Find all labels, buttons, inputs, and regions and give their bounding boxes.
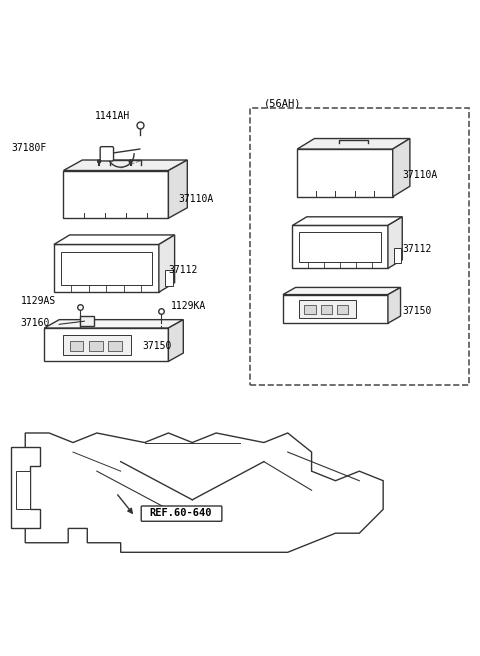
Bar bbox=[80, 316, 95, 325]
Text: 37110A: 37110A bbox=[178, 194, 213, 203]
Text: 1141AH: 1141AH bbox=[95, 112, 130, 121]
Text: 37110A: 37110A bbox=[402, 170, 437, 180]
Polygon shape bbox=[44, 319, 183, 328]
Polygon shape bbox=[168, 319, 183, 361]
Text: 37112: 37112 bbox=[402, 243, 432, 254]
Text: 37180F: 37180F bbox=[11, 144, 46, 154]
Bar bbox=[89, 340, 103, 351]
Bar bbox=[70, 340, 84, 351]
FancyBboxPatch shape bbox=[141, 506, 222, 522]
Text: 37160: 37160 bbox=[21, 318, 50, 327]
Bar bbox=[54, 245, 159, 292]
Polygon shape bbox=[168, 160, 187, 218]
Text: 37150: 37150 bbox=[402, 306, 432, 316]
Bar bbox=[283, 295, 388, 323]
Text: 37112: 37112 bbox=[168, 265, 198, 275]
Polygon shape bbox=[63, 160, 187, 171]
Polygon shape bbox=[54, 235, 175, 245]
Polygon shape bbox=[393, 138, 410, 197]
Bar bbox=[44, 328, 168, 361]
Bar bbox=[61, 252, 152, 285]
Bar bbox=[165, 270, 173, 287]
Bar bbox=[321, 306, 332, 314]
Circle shape bbox=[98, 160, 100, 163]
FancyBboxPatch shape bbox=[100, 147, 114, 161]
Polygon shape bbox=[283, 287, 400, 295]
Bar bbox=[299, 300, 357, 318]
Bar bbox=[304, 306, 316, 314]
Text: 1129AS: 1129AS bbox=[21, 296, 56, 306]
Circle shape bbox=[129, 160, 132, 163]
Polygon shape bbox=[11, 447, 39, 529]
Bar bbox=[394, 248, 401, 263]
Bar bbox=[250, 108, 469, 385]
Bar bbox=[108, 340, 121, 351]
Polygon shape bbox=[292, 216, 402, 226]
Text: 37150: 37150 bbox=[142, 342, 171, 352]
Bar bbox=[16, 471, 30, 509]
Text: (56AH): (56AH) bbox=[264, 98, 301, 108]
Polygon shape bbox=[388, 216, 402, 268]
Bar bbox=[337, 306, 348, 314]
Bar bbox=[297, 149, 393, 197]
Bar bbox=[292, 226, 388, 268]
Polygon shape bbox=[388, 287, 400, 323]
Bar bbox=[63, 335, 131, 355]
Polygon shape bbox=[25, 433, 383, 552]
Polygon shape bbox=[297, 138, 410, 149]
Bar bbox=[63, 171, 168, 218]
Bar bbox=[299, 232, 381, 262]
Text: 1129KA: 1129KA bbox=[171, 301, 206, 311]
Polygon shape bbox=[159, 235, 175, 292]
Text: REF.60-640: REF.60-640 bbox=[149, 508, 212, 518]
